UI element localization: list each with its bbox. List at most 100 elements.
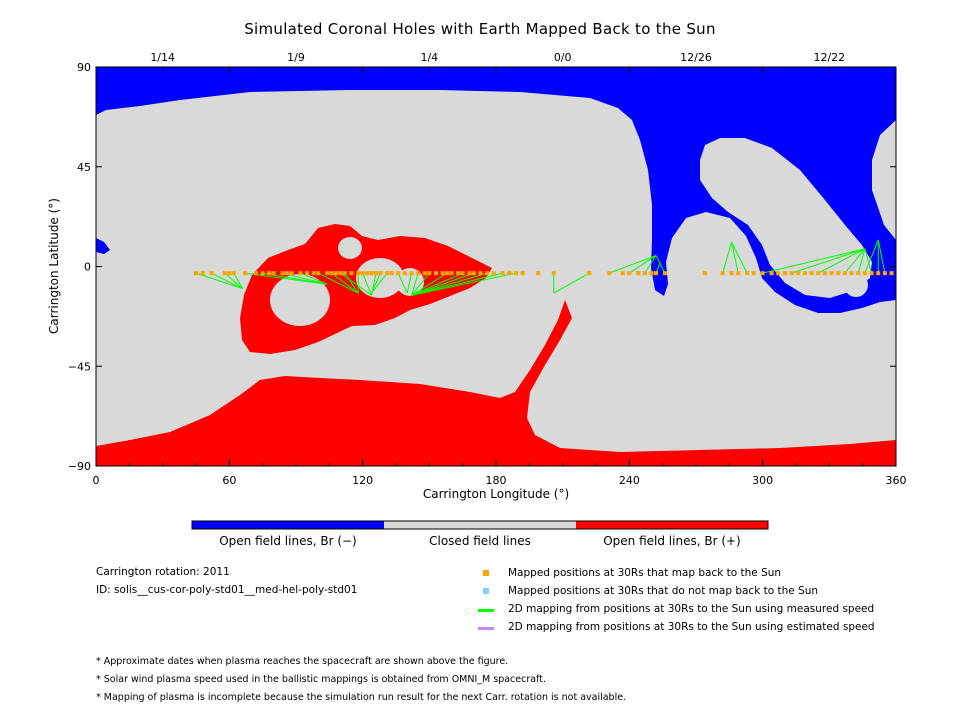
mapped-point <box>227 271 232 276</box>
mapping-line <box>300 272 328 285</box>
mapped-point <box>378 271 383 276</box>
legend-item-estimated: 2D mapping from positions at 30Rs to the… <box>478 620 875 634</box>
mapped-points <box>194 271 894 276</box>
mapping-line <box>731 242 739 274</box>
x-axis-label: Carrington Longitude (°) <box>423 487 569 501</box>
mapped-point <box>409 271 414 276</box>
mapped-point <box>729 271 734 276</box>
mapped-point <box>769 271 774 276</box>
mapping-line <box>331 272 359 294</box>
mapped-point <box>434 271 438 276</box>
mapping-line <box>655 255 666 274</box>
mapped-point <box>485 271 490 276</box>
legend-label: Mapped positions at 30Rs that do not map… <box>508 585 819 597</box>
mapped-point <box>289 271 294 276</box>
mapped-point <box>551 271 556 276</box>
mapped-point <box>200 271 205 276</box>
mapped-point <box>500 271 505 276</box>
mapping-line <box>609 254 657 274</box>
closed-hole-3 <box>356 258 404 298</box>
mapped-point <box>856 271 861 276</box>
closed-hole-1 <box>270 274 330 326</box>
top-date-label: 1/14 <box>150 51 175 64</box>
mapped-point <box>338 271 343 276</box>
mapping-line <box>877 239 886 274</box>
mapped-point <box>776 271 781 276</box>
mapped-point <box>869 271 874 276</box>
mapping-line <box>411 272 463 296</box>
mapped-point <box>285 271 290 276</box>
closed-hole-2 <box>338 237 362 259</box>
mapped-point <box>829 271 834 276</box>
y-tick-label: −45 <box>68 360 91 373</box>
mapped-point <box>360 271 365 276</box>
tick-labels: 0 60 120 180 240 300 360 −90 −45 0 45 90 1/14 1/9 1/4 0… <box>68 51 907 487</box>
orange-square-icon <box>483 570 489 576</box>
x-tick-label: 240 <box>619 474 640 487</box>
mapped-point <box>440 271 445 276</box>
mapped-point <box>280 271 285 276</box>
note-2: * Solar wind plasma speed used in the ba… <box>96 674 546 685</box>
mapped-point <box>471 271 476 276</box>
mapping-line <box>317 272 359 294</box>
mapping-line <box>406 273 413 294</box>
top-date-label: 0/0 <box>554 51 572 64</box>
mapped-point <box>536 271 541 276</box>
mapped-point <box>736 271 741 276</box>
mapping-line <box>362 272 373 296</box>
mapping-line <box>411 272 448 296</box>
mapping-line <box>857 248 866 274</box>
mapped-point <box>209 271 214 276</box>
mapping-line <box>411 272 517 296</box>
mapped-point <box>456 271 461 276</box>
mapped-point <box>316 271 321 276</box>
mapping-line <box>553 272 590 294</box>
colorbar <box>191 520 769 530</box>
mapping-line <box>629 255 657 274</box>
x-tick-label: 300 <box>752 474 773 487</box>
mapping-line <box>244 272 328 285</box>
mapping-line <box>397 272 408 294</box>
mapped-point <box>836 271 841 276</box>
green-line-icon <box>478 609 494 612</box>
top-date-label: 1/9 <box>287 51 305 64</box>
negative-open-region-north <box>96 67 896 313</box>
mapped-point <box>491 271 496 276</box>
mapped-point <box>587 271 592 276</box>
mapping-line <box>864 248 873 274</box>
note-3: * Mapping of plasma is incomplete becaus… <box>96 692 627 703</box>
mapping-line <box>791 248 866 274</box>
legend-label: 2D mapping from positions at 30Rs to the… <box>508 621 875 633</box>
chart-title: Simulated Coronal Holes with Earth Mappe… <box>244 20 716 38</box>
y-tick-label: 90 <box>77 61 91 74</box>
mapped-point <box>356 271 361 276</box>
negative-open-region-west <box>96 238 110 254</box>
mapping-line <box>762 248 866 274</box>
mapped-point <box>460 271 465 276</box>
closed-lobe <box>844 273 868 297</box>
mapped-point <box>260 271 265 276</box>
mapping-line <box>411 273 419 296</box>
lightblue-square-icon <box>483 588 489 594</box>
mapping-line <box>731 241 748 274</box>
closed-island-northeast <box>700 138 872 298</box>
mapping-line <box>340 272 372 296</box>
mapped-point <box>889 271 894 276</box>
mapped-point <box>882 271 887 276</box>
mapped-point <box>325 271 330 276</box>
x-tick-label: 0 <box>93 474 100 487</box>
mapped-point <box>809 271 814 276</box>
mapped-point <box>849 271 854 276</box>
mapped-point <box>789 271 794 276</box>
colorbar-segment <box>576 521 768 529</box>
note-1: * Approximate dates when plasma reaches … <box>96 656 509 667</box>
mapped-point <box>329 271 334 276</box>
carrington-rotation: Carrington rotation: 2011 <box>96 566 230 578</box>
x-tick-label: 180 <box>486 474 507 487</box>
legend-label: Mapped positions at 30Rs that map back t… <box>508 567 782 579</box>
map-area <box>96 67 896 466</box>
mapped-point <box>720 271 725 276</box>
mapped-point <box>620 271 625 276</box>
top-date-label: 12/22 <box>813 51 845 64</box>
